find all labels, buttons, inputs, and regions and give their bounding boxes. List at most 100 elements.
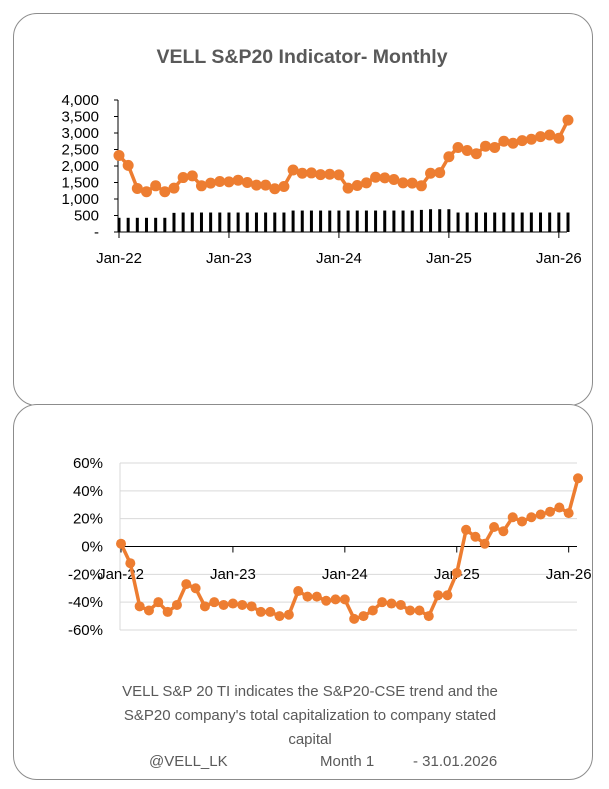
chart-title: VELL S&P20 Indicator- Monthly [156,46,447,68]
ti-point [162,606,173,617]
capitalization-bar [328,210,332,232]
ti-point [153,597,164,608]
y-tick-label: 1,500 [61,175,99,192]
capitalization-bar [374,210,378,232]
ti-point [349,613,360,624]
caption-line-2: S&P20 company's total capitalization to … [123,707,497,724]
capitalization-bar [429,209,433,232]
caption-line-3: capital [288,731,332,748]
capitalization-bar [291,210,295,232]
capitalization-bar [172,212,176,232]
indicator-point [370,171,382,183]
ti-point [358,611,369,622]
ti-point [227,598,238,609]
ti-point [181,579,192,590]
ti-point [237,599,248,610]
indicator-point [241,177,253,188]
y-tick-label: 20% [73,511,103,528]
ti-point [265,606,276,617]
ti-point [461,524,472,535]
capitalization-bar [181,212,185,232]
ti-point [218,599,229,610]
ti-point [311,591,322,602]
indicator-point [351,179,363,191]
capitalization-bar [126,217,130,232]
ti-point [134,601,145,612]
indicator-point [388,174,400,186]
indicator-point [489,142,501,154]
capitalization-bar [245,212,249,232]
ti-point [554,502,565,513]
ti-point [125,558,136,569]
ti-point [386,598,397,609]
y-tick-label: - [94,224,99,241]
capitalization-bar [300,210,304,232]
ti-point [171,599,182,610]
indicator-point [205,177,217,189]
capitalization-bar [557,212,561,232]
y-tick-label: -20% [68,566,103,583]
indicator-point [342,182,354,194]
indicator-point [150,180,162,192]
ti-point [367,605,378,616]
capitalization-bar [465,212,469,232]
x-tick-label: Jan-24 [322,566,368,583]
indicator-point [480,140,492,152]
indicator-point [507,137,519,149]
indicator-point [544,129,556,141]
indicator-point [498,135,510,147]
x-tick-label: Jan-23 [206,250,252,267]
y-tick-label: 2,000 [61,158,99,175]
indicator-point [379,172,391,184]
capitalization-bar [355,210,359,232]
indicator-point [232,174,244,186]
caption-line-1: VELL S&P 20 TI indicates the S&P20-CSE t… [122,683,498,700]
capitalization-bar [419,209,423,232]
ti-point [507,512,518,523]
x-tick-label: Jan-24 [316,250,362,267]
ti-point [330,594,341,605]
ti-point [143,605,154,616]
ti-point [433,590,444,601]
capitalization-bar [154,217,158,232]
capitalization-bar [236,212,240,232]
indicator-point [406,177,418,189]
ti-point [395,599,406,610]
ti-point [517,516,528,527]
capitalization-bar [392,210,396,232]
indicator-point [461,144,473,156]
capitalization-bar [493,212,497,232]
capitalization-bar [520,212,524,232]
x-tick-label: Jan-22 [98,566,144,583]
indicator-point [296,167,308,179]
ti-point [321,595,332,606]
ti-point [489,522,500,533]
ti-point [209,597,220,608]
capitalization-bar [117,217,121,232]
indicator-point [425,167,437,179]
y-tick-label: 3,000 [61,125,99,142]
ti-point [414,605,425,616]
capitalization-bar [254,212,258,232]
ti-point [246,601,257,612]
y-tick-label: 60% [73,455,103,472]
indicator-point [278,180,290,192]
ti-point [470,531,481,542]
capitalization-bar [401,210,405,232]
capitalization-bar [199,212,203,232]
indicator-point [443,151,455,163]
y-tick-label: -60% [68,622,103,639]
indicator-point [562,114,574,126]
ti-point [116,538,126,549]
ti-point [423,611,434,622]
indicator-point [434,167,446,179]
indicator-point [131,182,143,194]
indicator-point [122,159,134,171]
ti-point [405,605,416,616]
indicator-point [305,167,317,179]
y-tick-label: 2,500 [61,142,99,159]
indicator-point [168,182,180,194]
capitalization-bar [438,209,442,232]
